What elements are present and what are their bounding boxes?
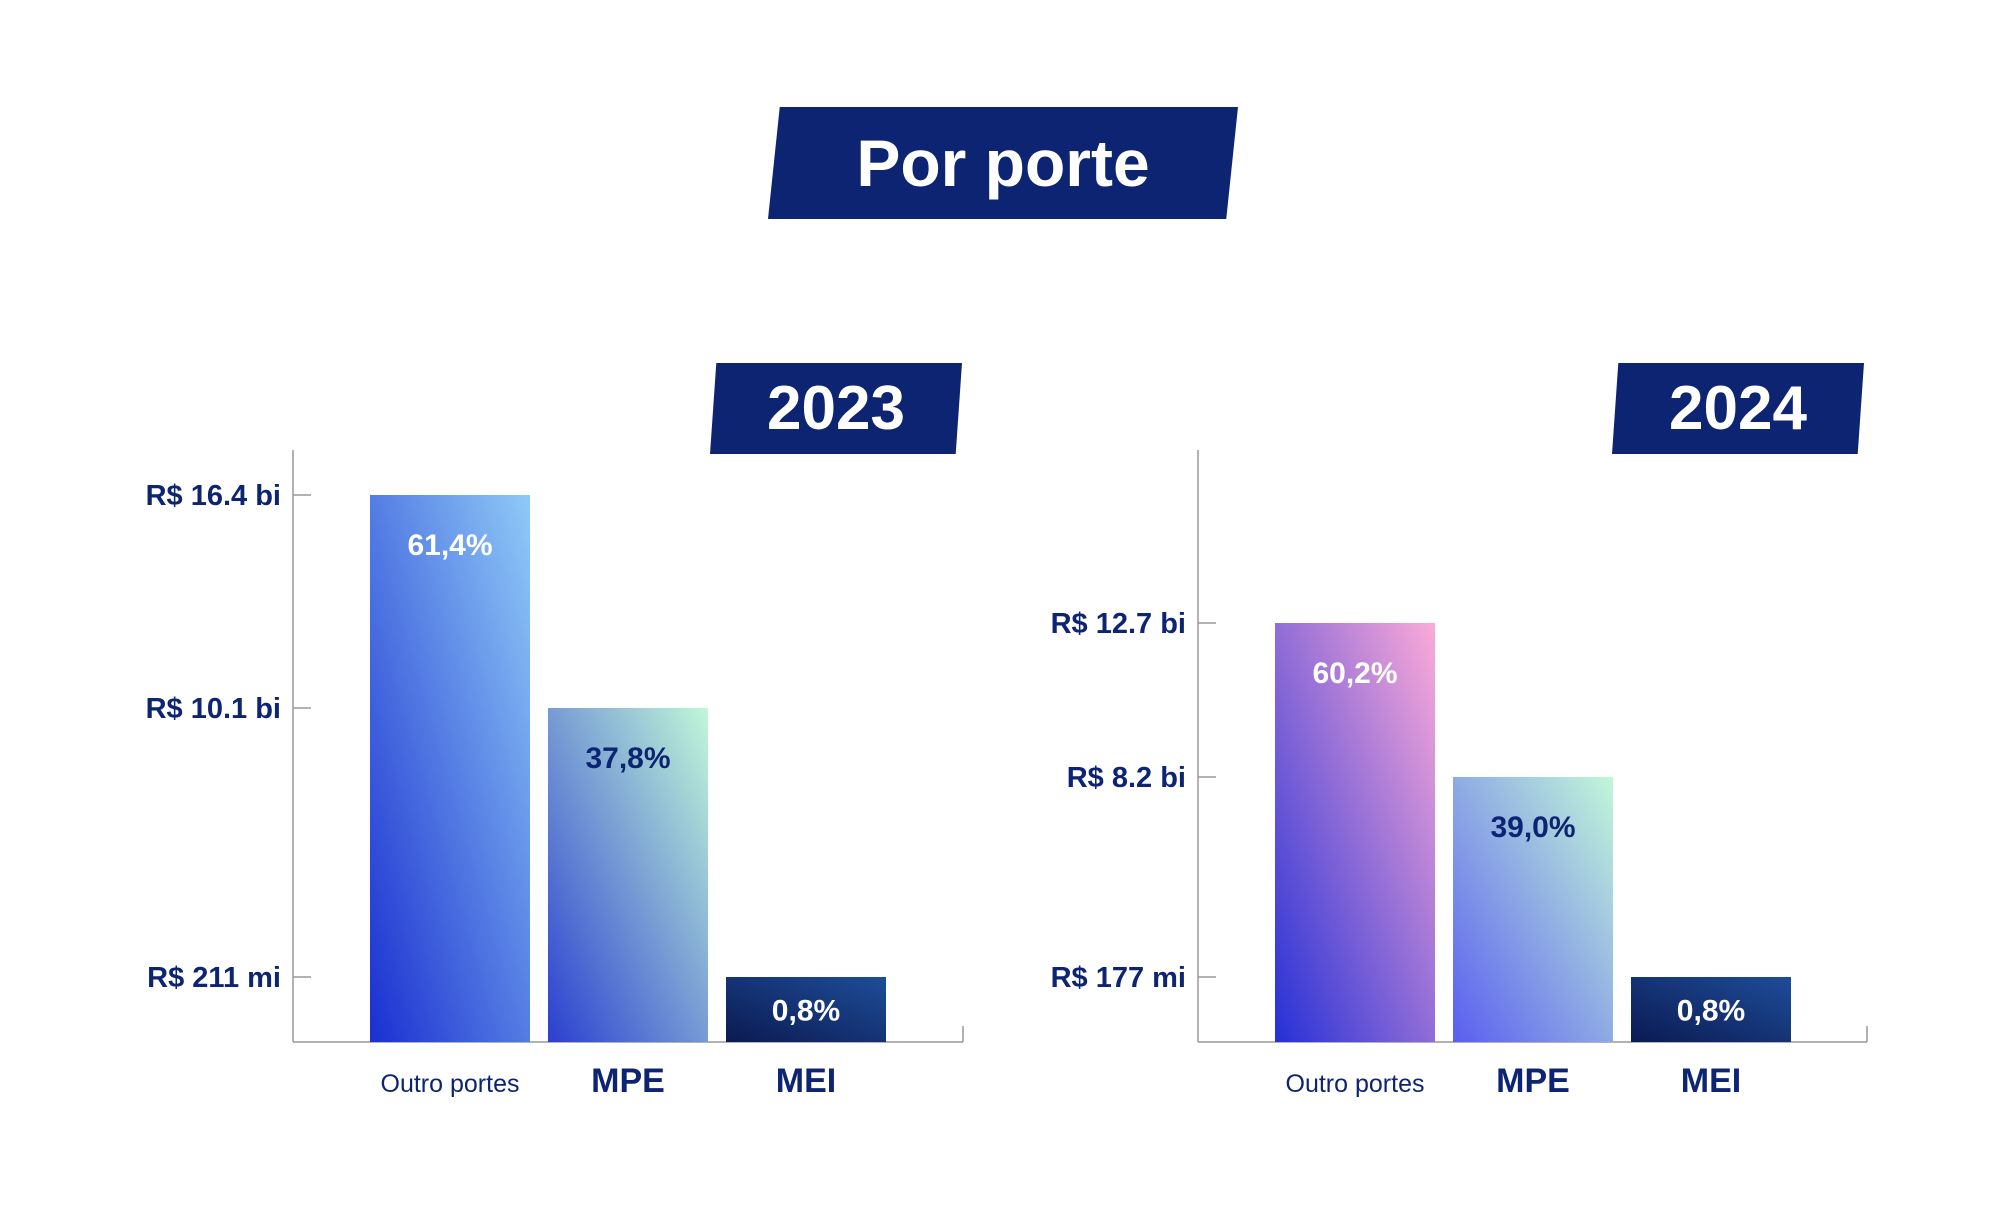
x-category-label: MPE — [1496, 1062, 1570, 1100]
chart-title: Por porte — [856, 126, 1150, 200]
y-tick-label: R$ 16.4 bi — [146, 480, 281, 512]
bar-outro-portes — [370, 495, 530, 1042]
chart-2024-title: 2024 — [1669, 374, 1807, 443]
x-category-label: Outro portes — [1286, 1070, 1425, 1098]
chart-2023: R$ 16.4 bi R$ 10.1 bi R$ 211 mi 61,4% Outro … — [146, 450, 964, 1100]
x-category-label: MPE — [591, 1062, 665, 1100]
bar-value-label: 39,0% — [1490, 811, 1575, 844]
y-tick-label: R$ 8.2 bi — [1067, 762, 1186, 794]
bar-value-label: 37,8% — [585, 742, 670, 775]
bar-value-label: 0,8% — [772, 995, 840, 1028]
chart-2024: R$ 12.7 bi R$ 8.2 bi R$ 177 mi 60,2% Outro p… — [1051, 450, 1868, 1100]
title-banner: Por porte — [768, 107, 1238, 219]
x-category-label: MEI — [776, 1062, 836, 1100]
x-category-label: Outro portes — [381, 1070, 520, 1098]
y-tick-label: R$ 10.1 bi — [146, 693, 281, 725]
bar-value-label: 0,8% — [1677, 995, 1745, 1028]
bar-mei — [1631, 977, 1791, 1042]
year-2023-banner: 2023 — [710, 363, 962, 454]
bar-mei — [726, 977, 886, 1042]
y-tick-label: R$ 177 mi — [1051, 962, 1186, 994]
bar-value-label: 60,2% — [1312, 657, 1397, 690]
bar-mpe — [1453, 777, 1613, 1042]
y-tick-label: R$ 211 mi — [147, 962, 281, 994]
chart-2023-title: 2023 — [767, 374, 905, 443]
year-2024-banner: 2024 — [1612, 363, 1864, 454]
x-category-label: MEI — [1681, 1062, 1741, 1100]
bar-mpe — [548, 708, 708, 1042]
bar-outro-portes — [1275, 623, 1435, 1042]
y-tick-label: R$ 12.7 bi — [1051, 608, 1186, 640]
bar-value-label: 61,4% — [407, 529, 492, 562]
